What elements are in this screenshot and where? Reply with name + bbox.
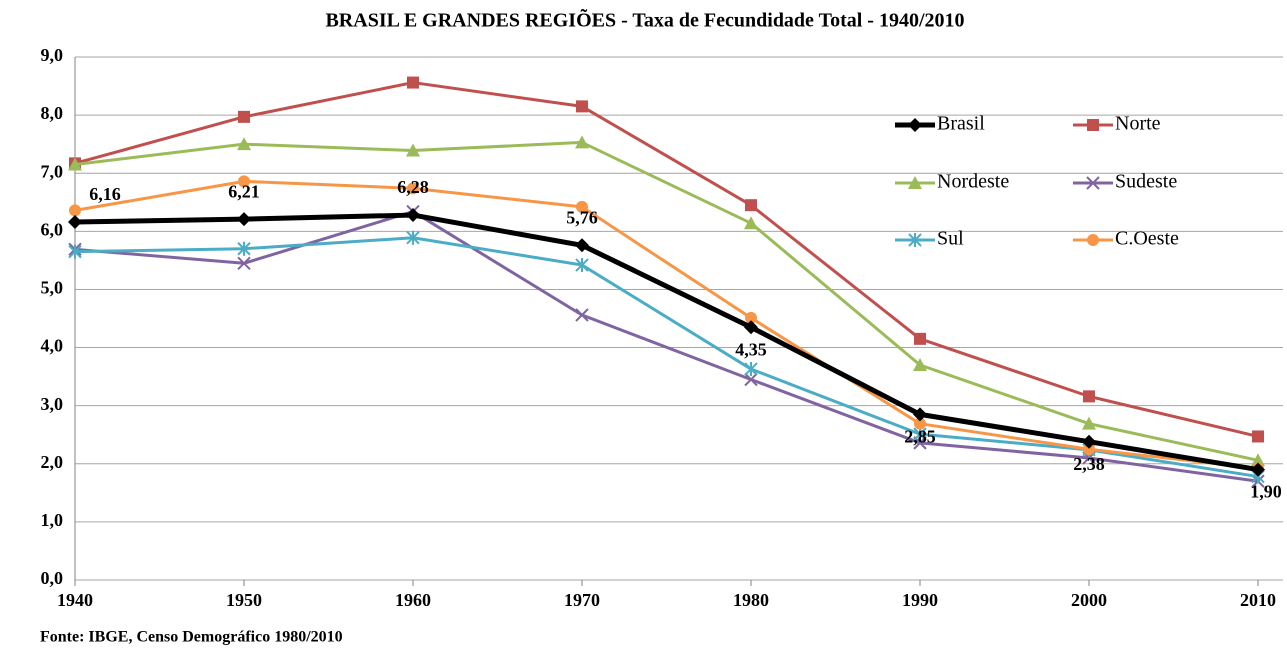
legend-label: Brasil (937, 113, 985, 135)
legend-marker (1086, 176, 1100, 190)
y-tick-label: 6,0 (41, 219, 64, 239)
data-point (1083, 390, 1095, 403)
data-point (406, 143, 420, 157)
y-tick-label: 2,0 (41, 452, 64, 472)
data-point (407, 76, 419, 89)
y-tick-label: 3,0 (41, 394, 64, 414)
legend-label: Sudeste (1115, 171, 1177, 193)
data-label: 2,85 (904, 427, 936, 447)
legend-marker (1087, 119, 1099, 131)
data-point (576, 100, 588, 113)
data-label: 2,38 (1073, 454, 1105, 474)
data-point (575, 258, 589, 273)
data-point (914, 332, 926, 345)
series-line (74, 179, 1259, 470)
y-tick-label: 9,0 (41, 45, 64, 65)
data-label: 6,21 (228, 181, 260, 201)
legend-label: C.Oeste (1115, 228, 1179, 250)
data-point (1082, 416, 1096, 430)
data-point (1251, 462, 1265, 477)
data-point (576, 200, 588, 213)
y-tick-label: 1,0 (41, 510, 64, 530)
x-tick-label: 2010 (1240, 590, 1276, 610)
legend-marker (908, 118, 922, 132)
data-point (744, 362, 758, 377)
data-label: 6,16 (89, 184, 121, 204)
legend-label: Sul (937, 228, 964, 250)
y-tick-label: 5,0 (41, 278, 64, 298)
series-line (74, 212, 1259, 473)
y-tick-label: 0,0 (41, 568, 64, 588)
data-label: 4,35 (735, 339, 767, 359)
data-point (406, 230, 420, 245)
legend-marker (908, 233, 922, 247)
data-point (68, 157, 82, 171)
data-label: 6,28 (397, 177, 429, 197)
data-point (1082, 434, 1096, 449)
x-tick-label: 1950 (226, 590, 262, 610)
legend-marker (908, 176, 922, 189)
chart-title: BRASIL E GRANDES REGIÕES - Taxa de Fecun… (325, 8, 964, 32)
legend-label: Nordeste (937, 171, 1009, 193)
data-point (1251, 453, 1265, 467)
data-point (575, 238, 589, 253)
legend-marker (1087, 234, 1099, 246)
legend-label: Norte (1115, 113, 1161, 135)
data-point (237, 256, 251, 271)
source: Fonte: IBGE, Censo Demográfico 1980/2010 (40, 629, 343, 646)
data-point (744, 216, 758, 230)
data-label: 5,76 (566, 207, 598, 227)
series-line (74, 140, 1259, 462)
data-point (238, 175, 250, 188)
data-point (68, 244, 82, 259)
x-tick-label: 1940 (57, 590, 93, 610)
data-point (237, 241, 251, 256)
x-tick-label: 1990 (902, 590, 938, 610)
data-point (575, 135, 589, 149)
data-point (745, 199, 757, 212)
y-tick-label: 7,0 (41, 161, 64, 181)
y-tick-label: 4,0 (41, 336, 64, 356)
y-tick-label: 8,0 (41, 103, 64, 123)
data-point (744, 372, 758, 387)
x-tick-label: 1980 (733, 590, 769, 610)
x-tick-label: 1970 (564, 590, 600, 610)
data-point (913, 407, 927, 422)
data-point (1252, 430, 1264, 443)
x-tick-label: 1960 (395, 590, 431, 610)
data-label: 1,90 (1250, 482, 1282, 502)
data-point (914, 417, 926, 430)
data-point (407, 182, 419, 195)
data-point (406, 208, 420, 223)
x-tick-label: 2000 (1071, 590, 1107, 610)
data-point (745, 311, 757, 324)
data-point (69, 204, 81, 217)
data-point (68, 215, 82, 230)
data-point (238, 110, 250, 123)
data-point (237, 137, 251, 151)
data-point (913, 357, 927, 371)
series-line (74, 236, 1259, 479)
data-point (575, 308, 589, 322)
data-point (1083, 443, 1095, 456)
data-point (744, 320, 758, 335)
series-line (74, 210, 1259, 483)
series-line (74, 81, 1259, 438)
data-point (237, 212, 251, 227)
